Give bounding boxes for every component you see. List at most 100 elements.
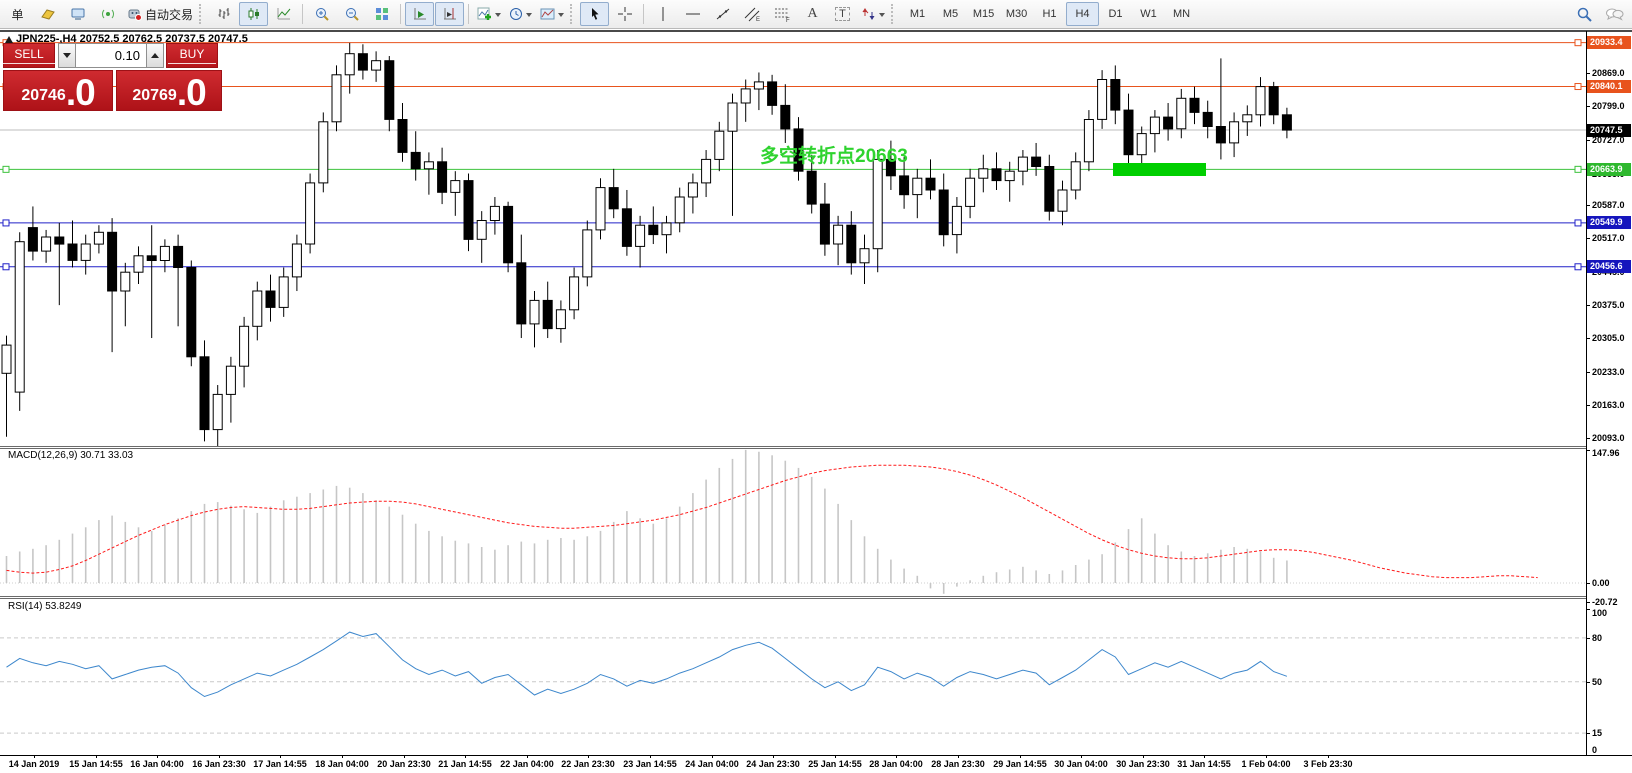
text-tool-button[interactable]: A	[798, 2, 827, 26]
price-badge[interactable]: 20933.4	[1587, 36, 1631, 49]
sell-price-display[interactable]: 20746.0	[3, 70, 113, 111]
candlestick-mode-button[interactable]	[239, 2, 269, 26]
rsi-pane-svg[interactable]	[0, 599, 1586, 755]
auto-scroll-button[interactable]	[405, 2, 435, 26]
arrows-tool-button[interactable]	[858, 2, 888, 26]
timeframe-M1[interactable]: M1	[909, 8, 926, 20]
zoom-out-button[interactable]	[337, 2, 366, 26]
rsi-tick-mark	[1586, 733, 1590, 734]
timeframe-D1[interactable]: D1	[1108, 8, 1123, 20]
new-order-button[interactable]: 单	[3, 2, 32, 26]
price-tick-mark	[1586, 405, 1590, 406]
cursor-tool-button[interactable]	[580, 2, 610, 26]
macd-label: MACD(12,26,9) 30.71 33.03	[8, 450, 134, 461]
chart-annotation[interactable]: 多空转折点20663	[760, 146, 908, 167]
pane-separator[interactable]	[0, 596, 1586, 597]
price-tick-label: 20799.0	[1592, 101, 1625, 111]
channel-icon: E	[744, 6, 761, 22]
fibonacci-tool-button[interactable]: F	[768, 2, 797, 26]
periods-button[interactable]	[505, 2, 535, 26]
price-badge[interactable]: 20663.9	[1587, 163, 1631, 176]
text-label-tool-button[interactable]: T	[828, 2, 857, 26]
time-tick-mark	[96, 755, 97, 758]
volume-input[interactable]	[76, 43, 146, 68]
line-handle[interactable]	[1574, 165, 1582, 173]
autotrading-button[interactable]: 自动交易	[123, 2, 196, 26]
terminal-icon	[70, 6, 86, 22]
timeframe-M5[interactable]: M5	[942, 8, 959, 20]
line-handle[interactable]	[1574, 219, 1582, 227]
line-handle[interactable]	[2, 165, 10, 173]
line-chart-mode-button[interactable]	[269, 2, 298, 26]
search-button[interactable]	[1570, 2, 1599, 26]
add-indicator-button[interactable]	[473, 2, 504, 26]
buy-button[interactable]: BUY	[166, 43, 218, 68]
time-label: 24 Jan 23:30	[746, 759, 800, 769]
templates-button[interactable]	[536, 2, 567, 26]
timeframe-H4[interactable]: H4	[1066, 2, 1100, 26]
time-axis[interactable]: 14 Jan 2019 15 Jan 14:55 16 Jan 04:00 16 Ja…	[0, 755, 1632, 773]
auto-scroll-icon	[412, 6, 428, 22]
zoom-in-button[interactable]	[307, 2, 336, 26]
buy-price-display[interactable]: 20769.0	[116, 70, 222, 111]
market-watch-icon	[40, 6, 56, 22]
time-tick-mark	[1328, 755, 1329, 758]
line-handle[interactable]	[1574, 263, 1582, 271]
line-chart-icon	[276, 6, 292, 22]
signals-button[interactable]	[93, 2, 122, 26]
price-badge[interactable]: 20747.5	[1587, 124, 1631, 137]
line-handle[interactable]	[1574, 83, 1582, 91]
volume-increase-button[interactable]	[146, 43, 164, 68]
support-zone-highlight[interactable]	[1113, 163, 1206, 176]
fibonacci-icon: F	[774, 6, 791, 22]
timeframe-W1[interactable]: W1	[1140, 8, 1157, 20]
chart-shift-button[interactable]	[435, 2, 465, 26]
timeframe-MN[interactable]: MN	[1172, 8, 1191, 20]
time-tick-mark	[34, 755, 35, 758]
price-badge[interactable]: 20840.1	[1587, 80, 1631, 93]
timeframe-H1[interactable]: H1	[1042, 8, 1057, 20]
volume-decrease-button[interactable]	[58, 43, 76, 68]
timeframe-M30[interactable]: M30	[1005, 8, 1028, 20]
price-badge[interactable]: 20549.9	[1587, 216, 1631, 229]
sell-button[interactable]: SELL	[2, 43, 56, 68]
price-badge[interactable]: 20456.6	[1587, 260, 1631, 273]
toolbar-grip[interactable]	[891, 4, 896, 24]
new-order-label: 单	[11, 7, 24, 22]
rsi-tick-mark	[1586, 755, 1590, 756]
pane-separator[interactable]	[0, 598, 1586, 599]
time-label: 16 Jan 23:30	[192, 759, 246, 769]
toolbar-divider	[0, 30, 1632, 32]
vertical-line-tool-button[interactable]	[648, 2, 677, 26]
price-tick-mark	[1586, 438, 1590, 439]
line-handle[interactable]	[2, 263, 10, 271]
crosshair-tool-button[interactable]	[610, 2, 639, 26]
equidistant-channel-tool-button[interactable]: E	[738, 2, 767, 26]
time-label: 25 Jan 14:55	[808, 759, 862, 769]
line-handle[interactable]	[1574, 39, 1582, 47]
line-handle[interactable]	[2, 219, 10, 227]
price-chart-svg[interactable]	[0, 31, 1586, 446]
tile-windows-button[interactable]	[367, 2, 396, 26]
horizontal-line-tool-button[interactable]	[678, 2, 707, 26]
rsi-tick-mark	[1586, 682, 1590, 683]
pane-separator[interactable]	[0, 448, 1586, 449]
timeframe-M15[interactable]: M15	[972, 8, 995, 20]
time-label: 22 Jan 23:30	[561, 759, 615, 769]
time-tick-mark	[465, 755, 466, 758]
chat-button[interactable]	[1600, 2, 1629, 26]
toolbar-grip[interactable]	[199, 4, 204, 24]
time-tick-mark	[527, 755, 528, 758]
terminal-button[interactable]	[63, 2, 92, 26]
cursor-icon	[587, 6, 603, 22]
market-watch-button[interactable]	[33, 2, 62, 26]
bar-chart-mode-button[interactable]	[209, 2, 238, 26]
pane-separator[interactable]	[0, 446, 1586, 447]
time-tick-mark	[1081, 755, 1082, 758]
toolbar-grip[interactable]	[570, 4, 575, 24]
macd-pane-svg[interactable]	[0, 447, 1586, 596]
rsi-label: RSI(14) 53.8249	[8, 601, 82, 612]
time-label: 24 Jan 04:00	[685, 759, 739, 769]
trendline-tool-button[interactable]	[708, 2, 737, 26]
price-tick-mark	[1586, 106, 1590, 107]
